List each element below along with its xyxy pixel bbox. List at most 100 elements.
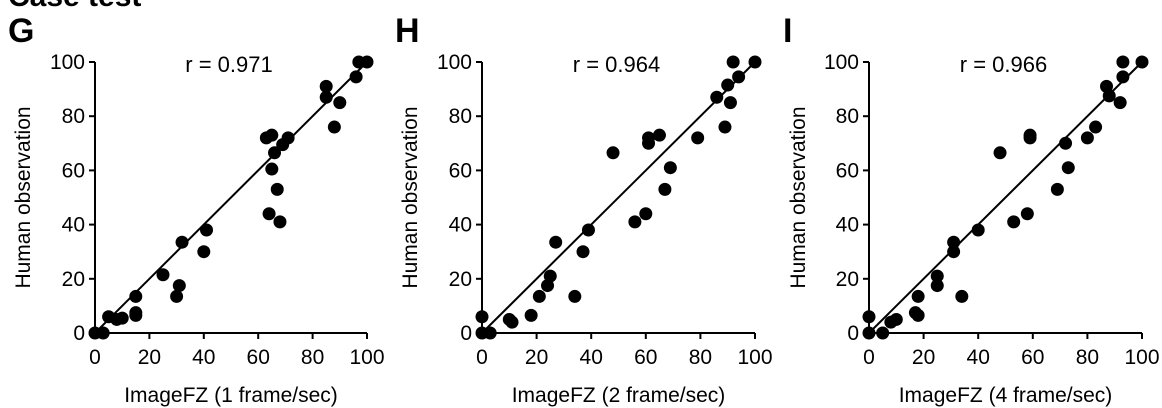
x-tick-label: 100 — [349, 346, 384, 369]
x-tick-label: 0 — [863, 346, 875, 369]
data-point — [889, 312, 903, 326]
data-point — [971, 223, 985, 237]
data-point — [993, 146, 1007, 160]
data-point — [1116, 55, 1130, 69]
data-point — [200, 223, 214, 237]
y-tick-label: 0 — [847, 322, 859, 345]
y-tick-label: 60 — [836, 159, 859, 182]
y-tick-label: 40 — [449, 214, 472, 237]
data-point — [1102, 89, 1116, 103]
data-point — [532, 289, 546, 303]
y-tick-label: 80 — [836, 105, 859, 128]
data-point — [1020, 207, 1034, 221]
data-point — [170, 289, 184, 303]
panel-letter: G — [8, 12, 34, 50]
data-point — [475, 310, 489, 324]
data-point — [723, 96, 737, 110]
x-tick-label: 40 — [967, 346, 990, 369]
data-point — [505, 315, 519, 329]
data-point — [129, 308, 143, 322]
y-tick-label: 60 — [62, 159, 85, 182]
data-point — [628, 215, 642, 229]
data-point — [876, 326, 890, 340]
data-point — [642, 136, 656, 150]
data-point — [691, 131, 705, 145]
data-point — [319, 90, 333, 104]
data-point — [1007, 215, 1021, 229]
fit-line — [481, 61, 756, 334]
data-point — [327, 120, 341, 134]
y-axis-title: Human observation — [787, 106, 810, 288]
x-tick-label: 80 — [1076, 346, 1099, 369]
data-point — [156, 268, 170, 282]
panel-letter: I — [783, 12, 792, 50]
data-point — [748, 55, 762, 69]
y-tick-label: 0 — [73, 322, 85, 345]
x-tick-label: 0 — [476, 346, 488, 369]
data-point — [581, 223, 595, 237]
data-point — [726, 55, 740, 69]
data-point — [955, 289, 969, 303]
y-tick-label: 80 — [62, 105, 85, 128]
data-point — [652, 128, 666, 142]
data-point — [129, 289, 143, 303]
data-point — [262, 207, 276, 221]
data-point — [1116, 70, 1130, 84]
data-point — [543, 269, 557, 283]
y-axis-title: Human observation — [12, 106, 35, 288]
x-tick-label: 40 — [580, 346, 603, 369]
data-point — [268, 146, 282, 160]
data-point — [718, 120, 732, 134]
x-tick-label: 40 — [192, 346, 215, 369]
panel-letter: H — [395, 12, 420, 50]
y-tick-label: 80 — [449, 105, 472, 128]
data-point — [721, 78, 735, 92]
y-tick-label: 20 — [836, 268, 859, 291]
x-axis-title: ImageFZ (1 frame/sec) — [124, 384, 338, 407]
data-point — [96, 326, 110, 340]
data-point — [710, 90, 724, 104]
x-tick-label: 0 — [89, 346, 101, 369]
data-point — [281, 131, 295, 145]
data-point — [549, 235, 563, 249]
data-point — [911, 289, 925, 303]
data-point — [333, 96, 347, 110]
x-tick-label: 80 — [689, 346, 712, 369]
data-point — [911, 308, 925, 322]
data-point — [1059, 136, 1073, 150]
x-tick-label: 20 — [138, 346, 161, 369]
y-tick-label: 20 — [449, 268, 472, 291]
data-point — [947, 235, 961, 249]
data-point — [273, 215, 287, 229]
chart-panel-g: G 0 20 40 60 80 100 0 20 40 60 80 100 ImageFZ (1 fram… — [8, 12, 385, 407]
data-point — [270, 182, 284, 196]
x-axis-title: ImageFZ (4 frame/sec) — [899, 384, 1113, 407]
y-tick-label: 0 — [460, 322, 472, 345]
data-point — [349, 70, 363, 84]
y-tick-label: 100 — [437, 51, 472, 74]
data-point — [576, 245, 590, 259]
data-point — [319, 79, 333, 93]
data-point — [1050, 182, 1064, 196]
x-tick-label: 60 — [247, 346, 270, 369]
data-point — [606, 146, 620, 160]
data-point — [1080, 131, 1094, 145]
data-point — [1113, 96, 1127, 110]
x-tick-label: 100 — [1124, 346, 1159, 369]
data-point — [930, 279, 944, 293]
data-point — [732, 70, 746, 84]
data-point — [663, 161, 677, 175]
x-axis-title: ImageFZ (2 frame/sec) — [512, 384, 726, 407]
data-point — [115, 311, 129, 325]
x-tick-label: 80 — [301, 346, 324, 369]
x-tick-label: 20 — [525, 346, 548, 369]
x-tick-label: 20 — [912, 346, 935, 369]
y-tick-label: 40 — [836, 214, 859, 237]
y-axis-title: Human observation — [399, 106, 422, 288]
data-point — [360, 55, 374, 69]
x-tick-label: 60 — [634, 346, 657, 369]
data-point — [1089, 120, 1103, 134]
data-point — [862, 326, 876, 340]
chart-panel-h: H 0 20 40 60 80 100 0 20 40 60 80 100 ImageFZ (2 fram… — [395, 12, 773, 407]
